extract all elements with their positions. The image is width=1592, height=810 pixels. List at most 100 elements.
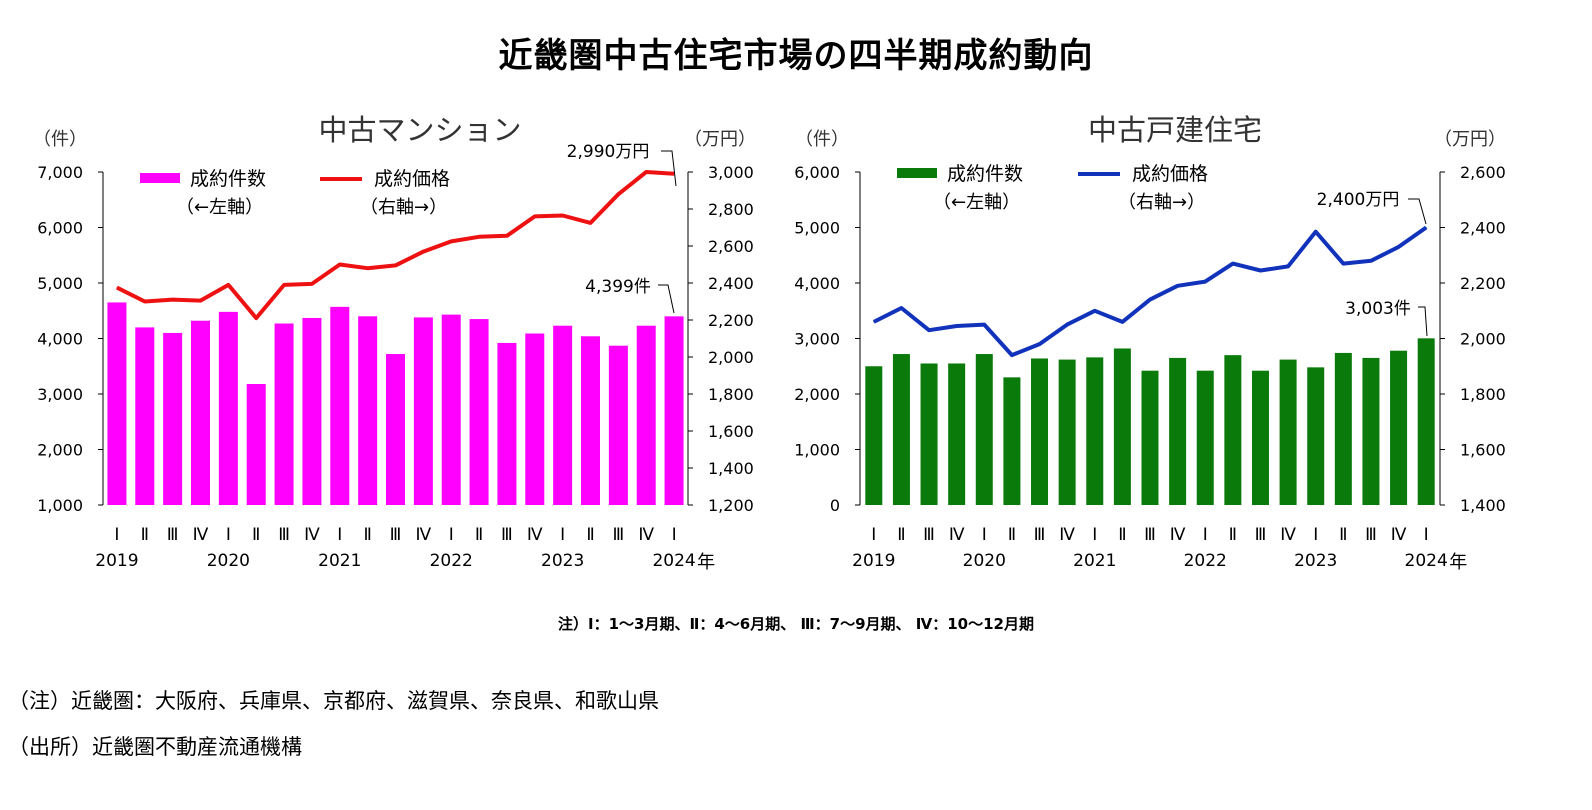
count-annotation-leader [1418,306,1428,337]
quarter-label: Ⅲ [278,525,290,545]
quarter-label: Ⅰ [226,525,231,545]
price-point-2 [172,299,174,301]
bar-17 [1334,352,1352,505]
quarter-label: Ⅳ [1391,525,1407,545]
bar-3 [191,320,210,505]
price-point-13 [1232,263,1234,265]
right-tick-label: 2,600 [708,237,754,256]
bar-18 [1362,357,1380,505]
quarter-label: Ⅳ [193,525,209,545]
year-label: 2022 [430,551,473,571]
year-label: 2021 [1073,551,1116,571]
right-tick-label: 1,400 [708,459,754,478]
quarter-label: Ⅲ [1365,525,1377,545]
bar-19 [636,325,656,505]
page-title: 近畿圏中古住宅市場の四半期成約動向 [498,36,1094,76]
price-point-8 [1094,310,1096,312]
bar-11 [1169,357,1187,505]
legend-bar-axis: （←左軸） [176,197,263,218]
left-tick-label: 4,000 [37,330,83,349]
price-point-12 [450,240,452,242]
right-tick-label: 1,600 [1460,441,1506,460]
bar-15 [1279,359,1297,505]
bar-15 [525,333,545,505]
quarter-label: Ⅱ [1339,525,1347,545]
quarter-label: Ⅳ [416,525,432,545]
price-annotation: 2,400万円 [1317,190,1400,210]
bar-17 [581,336,600,505]
year-label: 2024 [652,551,695,571]
quarter-label: Ⅱ [586,525,594,545]
right-tick-label: 1,200 [708,496,754,515]
chart-mansion: 中古マンション （件） （万円） 1,000 2,000 3,000 4,000 5,000 6… [33,113,756,573]
bar-9 [358,316,378,505]
bar-5 [246,384,266,505]
year-suffix: 年 [697,552,715,573]
price-point-4 [227,284,229,286]
price-point-1 [900,307,902,309]
bar-7 [1058,359,1076,505]
quarter-label: Ⅰ [1203,525,1208,545]
quarter-label: Ⅱ [897,525,905,545]
left-axis-unit: （件） [33,129,87,150]
year-label: 2023 [541,551,584,571]
year-label: 2019 [95,551,138,571]
bar-8 [1086,357,1104,505]
quarter-label: Ⅳ [1059,525,1075,545]
legend-bar-label: 成約件数 [190,168,266,190]
bar-16 [1307,367,1325,505]
bar-7 [302,317,322,505]
quarter-label: Ⅲ [501,525,513,545]
quarter-note: 注）Ⅰ：1～3月期、Ⅱ：4～6月期、 Ⅲ：7～9月期、 Ⅳ：10～12月期 [558,615,1034,633]
year-suffix: 年 [1449,552,1467,573]
price-annotation-leader [661,150,677,187]
quarter-label: Ⅱ [141,525,149,545]
bar-18 [608,345,628,505]
legend-bar-axis: （←左軸） [933,192,1020,213]
price-point-5 [1011,354,1013,356]
quarter-label: Ⅰ [449,525,454,545]
year-label: 2024 [1405,551,1448,571]
year-label: 2021 [318,551,361,571]
bar-8 [330,306,350,505]
bar-4 [975,354,993,505]
right-tick-label: 1,400 [1460,496,1506,515]
year-label: 2023 [1294,551,1337,571]
left-tick-label: 3,000 [37,385,83,404]
quarter-label: Ⅱ [1229,525,1237,545]
chart-house: 中古戸建住宅 （件） （万円） 0 1,000 2,000 3,000 4,000 5,000 6… [794,113,1506,573]
price-point-7 [311,283,313,285]
right-tick-label: 2,200 [708,311,754,330]
left-tick-label: 0 [830,496,840,515]
price-point-2 [928,329,930,331]
bar-1 [135,327,155,505]
price-point-14 [506,235,508,237]
bar-5 [1003,377,1021,505]
right-tick-label: 2,000 [708,348,754,367]
bar-10 [386,354,405,505]
chart-title: 中古マンション [318,113,521,147]
right-axis-unit: （万円） [1434,129,1506,150]
bar-6 [274,323,294,505]
bar-9 [1113,348,1131,505]
year-label: 2019 [852,551,895,571]
year-label: 2022 [1184,551,1227,571]
left-tick-label: 3,000 [794,330,840,349]
quarter-label: Ⅳ [638,525,654,545]
price-point-5 [255,317,257,319]
bar-19 [1390,350,1408,505]
quarter-label: Ⅰ [871,525,876,545]
price-point-3 [956,325,958,327]
price-point-7 [1066,324,1068,326]
quarter-label: Ⅳ [949,525,965,545]
price-point-10 [395,264,396,266]
legend-bar-swatch [140,173,180,183]
quarter-label: Ⅰ [337,525,342,545]
bar-12 [1196,370,1214,505]
quarter-label: Ⅰ [1092,525,1097,545]
price-point-18 [617,193,619,195]
note-region: （注）近畿圏：大阪府、兵庫県、京都府、滋賀県、奈良県、和歌山県 [8,689,659,713]
price-line [872,225,1428,358]
count-annotation-leader [658,284,675,314]
right-axis-unit: （万円） [684,129,756,150]
